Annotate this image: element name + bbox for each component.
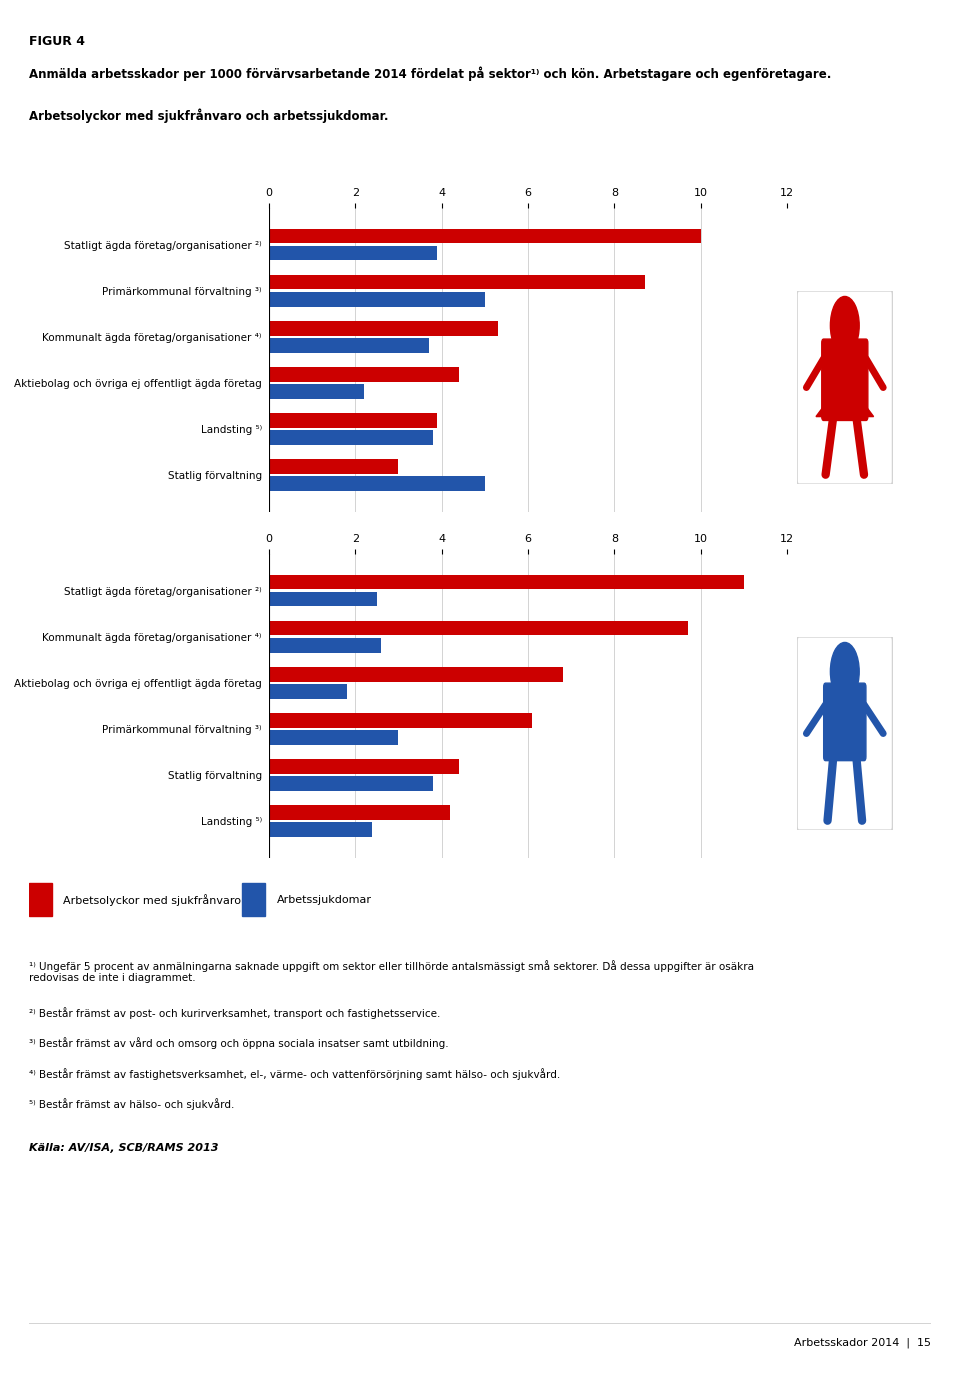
Bar bbox=[269, 638, 381, 653]
Bar bbox=[269, 667, 563, 682]
Text: ¹⁾ Ungefär 5 procent av anmälningarna saknade uppgift om sektor eller tillhörde : ¹⁾ Ungefär 5 procent av anmälningarna sa… bbox=[29, 959, 754, 983]
Text: ⁴⁾ Består främst av fastighetsverksamhet, el-, värme- och vattenförsörjning samt: ⁴⁾ Består främst av fastighetsverksamhet… bbox=[29, 1068, 560, 1080]
FancyBboxPatch shape bbox=[822, 339, 868, 421]
Circle shape bbox=[830, 296, 859, 354]
Text: FIGUR 4: FIGUR 4 bbox=[29, 35, 84, 47]
Text: ²⁾ Består främst av post- och kurirverksamhet, transport och fastighetsservice.: ²⁾ Består främst av post- och kurirverks… bbox=[29, 1006, 441, 1019]
Bar bbox=[269, 822, 372, 837]
Text: ³⁾ Består främst av vård och omsorg och öppna sociala insatser samt utbildning.: ³⁾ Består främst av vård och omsorg och … bbox=[29, 1038, 448, 1049]
Circle shape bbox=[830, 642, 859, 700]
Bar bbox=[269, 713, 532, 728]
Bar bbox=[269, 684, 347, 699]
Bar bbox=[269, 430, 433, 446]
Text: Anmälda arbetsskador per 1000 förvärvsarbetande 2014 fördelat på sektor¹⁾ och kö: Anmälda arbetsskador per 1000 förvärvsar… bbox=[29, 66, 831, 82]
Bar bbox=[269, 274, 644, 289]
Bar bbox=[269, 760, 459, 774]
Text: Arbetsolyckor med sjukfrånvaro och arbetssjukdomar.: Arbetsolyckor med sjukfrånvaro och arbet… bbox=[29, 108, 388, 123]
Bar bbox=[269, 292, 485, 307]
Bar bbox=[269, 731, 398, 745]
Bar bbox=[269, 574, 744, 590]
Bar bbox=[269, 476, 485, 491]
Bar bbox=[269, 805, 450, 819]
Bar bbox=[269, 338, 428, 353]
Text: Arbetsolyckor med sjukfrånvaro: Arbetsolyckor med sjukfrånvaro bbox=[63, 894, 241, 905]
Bar bbox=[269, 620, 687, 635]
Text: Källa: AV/ISA, SCB/RAMS 2013: Källa: AV/ISA, SCB/RAMS 2013 bbox=[29, 1143, 218, 1153]
Bar bbox=[269, 459, 398, 475]
Bar bbox=[29, 883, 52, 916]
Text: Arbetssjukdomar: Arbetssjukdomar bbox=[276, 894, 372, 905]
Text: ⁵⁾ Består främst av hälso- och sjukvård.: ⁵⁾ Består främst av hälso- och sjukvård. bbox=[29, 1099, 234, 1110]
Polygon shape bbox=[816, 378, 874, 417]
Bar bbox=[269, 776, 433, 792]
Bar bbox=[269, 367, 459, 382]
Bar bbox=[269, 385, 364, 399]
FancyBboxPatch shape bbox=[824, 684, 866, 761]
Bar bbox=[269, 592, 376, 606]
Bar bbox=[269, 414, 437, 428]
Bar bbox=[269, 228, 701, 244]
Bar bbox=[269, 246, 437, 260]
Bar bbox=[242, 883, 265, 916]
Text: Arbetsskador 2014  |  15: Arbetsskador 2014 | 15 bbox=[794, 1337, 931, 1348]
Bar bbox=[269, 321, 497, 336]
